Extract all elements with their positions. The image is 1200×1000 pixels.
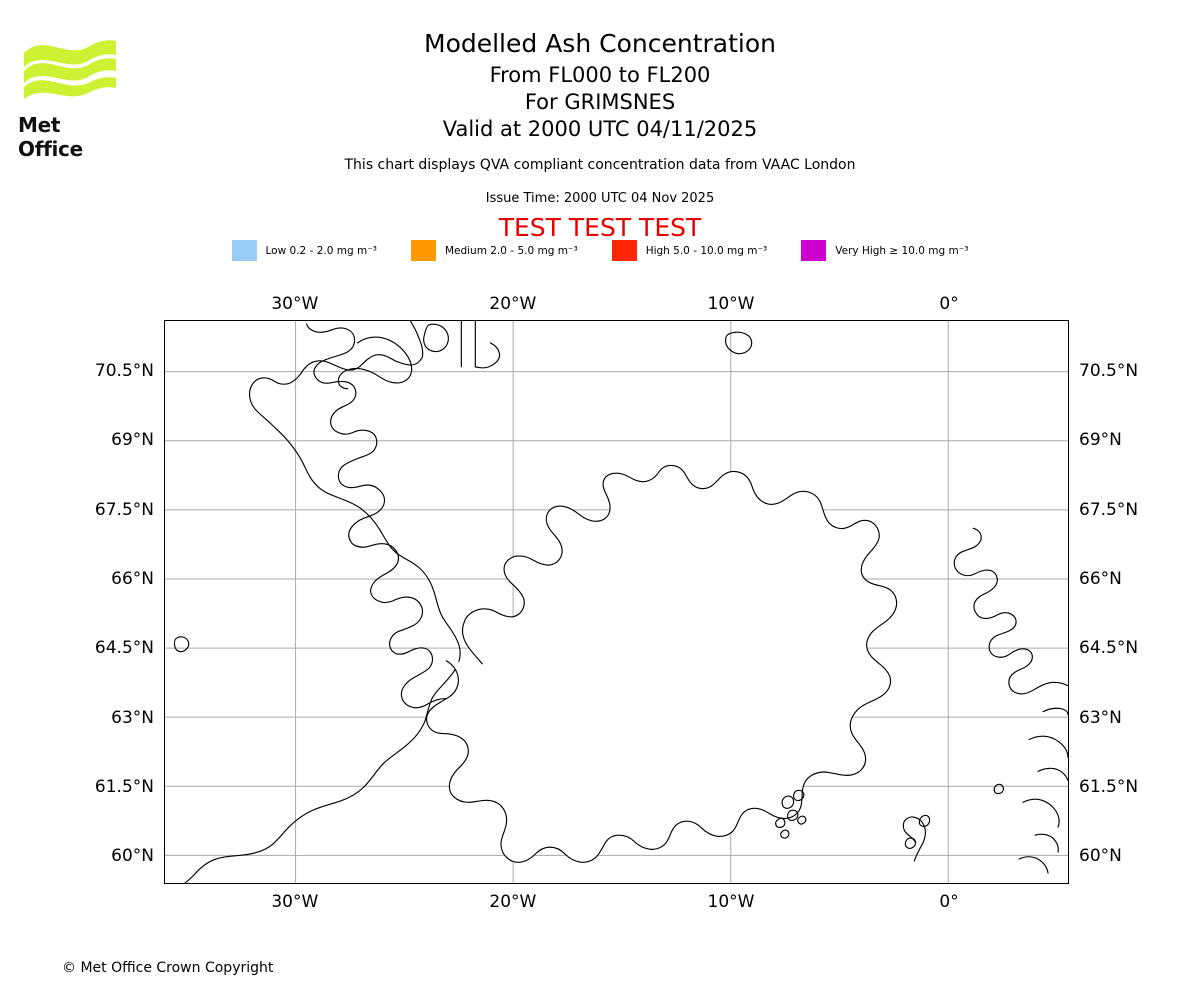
lon-tick-bottom: 30°W xyxy=(271,892,319,912)
legend-label: Very High ≥ 10.0 mg m⁻³ xyxy=(835,244,969,257)
met-office-logo: Met Office xyxy=(10,25,130,161)
coastline-faroe-islands xyxy=(775,789,807,839)
lat-tick-left: 67.5°N xyxy=(94,499,154,520)
lon-tick-top: 30°W xyxy=(271,294,319,314)
coastline-jan-mayen xyxy=(724,331,753,355)
lat-tick-right: 69°N xyxy=(1079,430,1122,451)
lat-tick-left: 69°N xyxy=(111,430,154,451)
coastline-greenland-strait xyxy=(460,321,476,368)
lat-tick-right: 70.5°N xyxy=(1079,360,1139,381)
valid-time: Valid at 2000 UTC 04/11/2025 xyxy=(442,117,758,141)
map-plot-area xyxy=(164,320,1069,884)
issue-time: Issue Time: 2000 UTC 04 Nov 2025 xyxy=(485,191,715,206)
lat-tick-left: 64.5°N xyxy=(94,638,154,659)
test-banner: TEST TEST TEST xyxy=(498,213,702,242)
lon-tick-top: 0° xyxy=(939,294,959,314)
lon-tick-bottom: 20°W xyxy=(489,892,537,912)
coastlines xyxy=(173,321,1068,883)
volcano-site-name: For GRIMSNES xyxy=(524,90,676,114)
concentration-legend: Low 0.2 - 2.0 mg m⁻³ Medium 2.0 - 5.0 mg … xyxy=(0,240,1200,261)
met-office-brand-text: Met Office xyxy=(18,113,83,161)
lat-tick-right: 67.5°N xyxy=(1079,499,1139,520)
coastline-norway-island xyxy=(993,783,1004,795)
lat-tick-right: 66°N xyxy=(1079,568,1122,589)
map-canvas xyxy=(165,321,1068,883)
lon-tick-bottom: 0° xyxy=(939,892,959,912)
lat-tick-left: 63°N xyxy=(111,707,154,728)
legend-label: Medium 2.0 - 5.0 mg m⁻³ xyxy=(444,244,578,257)
coastline-shetland xyxy=(902,814,931,862)
legend-swatch xyxy=(231,240,257,261)
lat-tick-left: 60°N xyxy=(111,846,154,867)
lon-tick-bottom: 10°W xyxy=(707,892,755,912)
lat-tick-left: 70.5°N xyxy=(94,360,154,381)
coastline-norway xyxy=(953,527,1068,695)
lon-tick-top: 20°W xyxy=(489,294,537,314)
coastline-greenland-island xyxy=(173,636,190,653)
lat-tick-left: 61.5°N xyxy=(94,776,154,797)
legend-item: High 5.0 - 10.0 mg m⁻³ xyxy=(611,240,768,261)
lat-tick-right: 64.5°N xyxy=(1079,638,1139,659)
legend-item: Medium 2.0 - 5.0 mg m⁻³ xyxy=(410,240,578,261)
coastline-greenland-island-2 xyxy=(423,323,449,353)
coastline-iceland-outline xyxy=(426,464,898,863)
legend-label: High 5.0 - 10.0 mg m⁻³ xyxy=(645,244,768,257)
lat-tick-left: 66°N xyxy=(111,568,154,589)
flight-level-range: From FL000 to FL200 xyxy=(489,63,711,87)
legend-item: Very High ≥ 10.0 mg m⁻³ xyxy=(801,240,968,261)
copyright-notice: © Met Office Crown Copyright xyxy=(62,960,274,976)
legend-swatch xyxy=(410,240,436,261)
coastline-greenland-north-peninsula xyxy=(337,336,413,390)
legend-label: Low 0.2 - 2.0 mg m⁻³ xyxy=(265,244,377,257)
lat-tick-right: 63°N xyxy=(1079,707,1122,728)
coastline-iceland xyxy=(306,323,463,709)
lon-tick-top: 10°W xyxy=(707,294,755,314)
coastline-greenland-east-tip xyxy=(474,342,501,369)
chart-subtitle: This chart displays QVA compliant concen… xyxy=(344,157,856,173)
coastline-norway-fjord-detail xyxy=(1018,707,1068,874)
legend-swatch xyxy=(611,240,637,261)
met-office-wave-icon xyxy=(24,40,116,99)
lat-tick-right: 60°N xyxy=(1079,846,1122,867)
legend-item: Low 0.2 - 2.0 mg m⁻³ xyxy=(231,240,377,261)
page-title: Modelled Ash Concentration xyxy=(424,29,776,58)
legend-swatch xyxy=(801,240,827,261)
lat-tick-right: 61.5°N xyxy=(1079,776,1139,797)
